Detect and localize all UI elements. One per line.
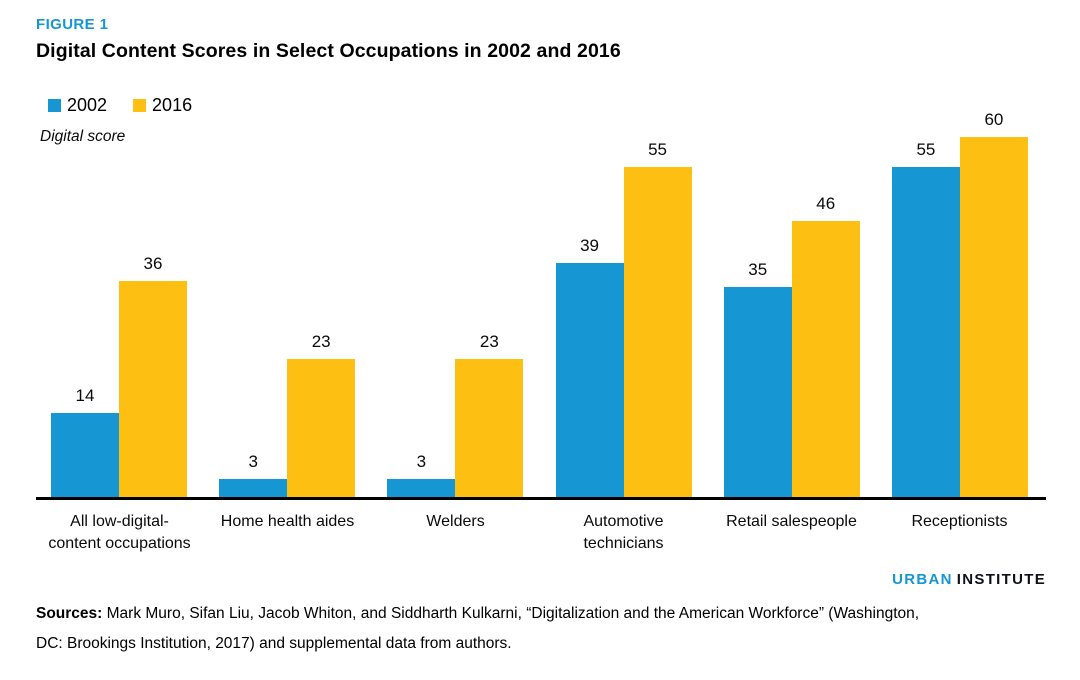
category-label-text: Automotive technicians	[583, 513, 664, 553]
value-label-2016-5: 46	[816, 194, 836, 213]
2016-bar	[287, 359, 356, 497]
sources-note: Sources: Mark Muro, Sifan Liu, Jacob Whi…	[36, 599, 1046, 659]
category-label-text: Home health aides	[220, 513, 355, 530]
logo-urban: URBAN	[892, 570, 953, 588]
2016-bar	[119, 281, 187, 497]
2016-bar	[623, 167, 692, 497]
2002-bar	[387, 479, 456, 497]
x-axis-labels: All low-digital- content occupations Home…	[36, 500, 1046, 556]
category-label-text: Receptionists	[911, 513, 1008, 530]
value-label-2002-4: 39	[580, 236, 600, 255]
bar-group-4: 39 55	[555, 140, 692, 497]
bar-2016-1: 36	[119, 254, 187, 497]
category-label-6: Receptionists	[891, 511, 1028, 556]
legend-item-2002: 2002	[48, 95, 107, 116]
bar-group-6: 55 60	[891, 110, 1028, 497]
2002-bar	[891, 167, 960, 497]
bar-group-3: 3 23	[387, 332, 524, 497]
bar-2016-6: 60	[959, 110, 1028, 497]
bar-2016-2: 23	[287, 332, 356, 497]
2002-bar	[723, 287, 792, 497]
figure-label: FIGURE 1	[36, 16, 109, 33]
y-axis-label: Digital score	[40, 128, 126, 145]
legend: 2002 2016	[48, 95, 1080, 116]
value-label-2016-1: 36	[143, 254, 163, 273]
value-label-2016-4: 55	[648, 140, 668, 159]
logo-institute: INSTITUTE	[956, 570, 1046, 588]
category-label-text: All low-digital- content occupations	[48, 513, 191, 553]
bar-group-2: 3 23	[219, 332, 356, 497]
category-label-5: Retail salespeople	[723, 511, 860, 556]
chart-title: Digital Content Scores in Select Occupat…	[36, 40, 621, 62]
value-label-2016-3: 23	[479, 332, 499, 351]
bar-2002-1: 14	[51, 386, 119, 497]
urban-institute-logo: URBAN INSTITUTE	[36, 571, 1046, 588]
legend-item-2016: 2016	[133, 95, 192, 116]
category-label-2: Home health aides	[219, 511, 356, 556]
legend-label-2002: 2002	[67, 95, 108, 115]
sources-label: Sources:	[36, 604, 103, 622]
value-label-2002-2: 3	[248, 452, 258, 471]
bar-2002-5: 35	[723, 260, 792, 497]
bar-2002-4: 39	[555, 236, 624, 497]
plot-area: 14 36 3 23 3 23 39 55 35 46 55 60	[36, 110, 1046, 497]
category-label-4: Automotive technicians	[555, 511, 692, 556]
2002-bar	[555, 263, 624, 497]
bar-group-5: 35 46	[723, 194, 860, 497]
value-label-2002-3: 3	[416, 452, 427, 471]
bar-2016-4: 55	[623, 140, 692, 497]
value-label-2016-6: 60	[984, 110, 1004, 129]
value-label-2002-6: 55	[916, 140, 936, 159]
2002-bar	[219, 479, 288, 497]
bar-chart: Digital score 14 36 3 23 3 23 39 55 35 46 55 60	[36, 110, 1046, 500]
value-label-2002-1: 14	[75, 386, 95, 405]
legend-label-2016: 2016	[152, 95, 193, 115]
legend-swatch-2002-icon	[48, 99, 61, 112]
category-label-text: Retail salespeople	[726, 513, 857, 530]
2016-bar	[791, 221, 860, 497]
category-label-text: Welders	[426, 513, 485, 530]
2002-bar	[51, 413, 119, 497]
legend-swatch-2016-icon	[133, 99, 147, 112]
category-label-1: All low-digital- content occupations	[48, 511, 191, 556]
sources-text: Mark Muro, Sifan Liu, Jacob Whiton, and …	[36, 604, 920, 652]
bar-2016-5: 46	[791, 194, 860, 497]
category-label-3: Welders	[387, 511, 524, 556]
bar-2002-6: 55	[891, 140, 960, 497]
2016-bar	[455, 359, 524, 497]
value-label-2002-5: 35	[748, 260, 768, 279]
bar-group-1: 14 36	[51, 254, 187, 497]
bar-2002-3: 3	[387, 452, 456, 497]
bar-2016-3: 23	[455, 332, 524, 497]
value-label-2016-2: 23	[311, 332, 331, 351]
2016-bar	[959, 137, 1028, 497]
bar-2002-2: 3	[219, 452, 288, 497]
